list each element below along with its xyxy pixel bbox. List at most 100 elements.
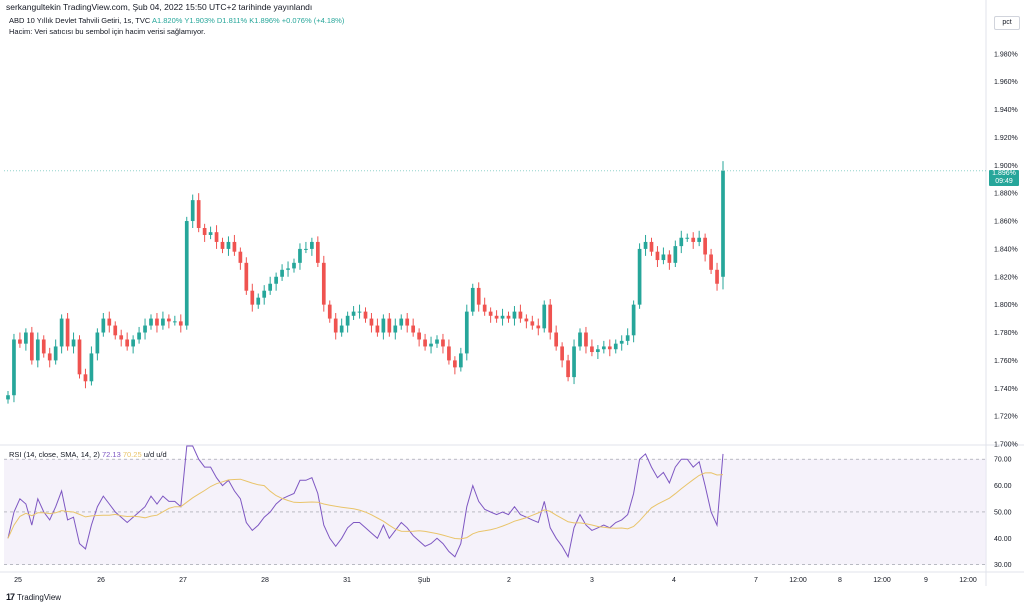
price-tick-label: 1.920% [994, 135, 1018, 142]
candle-body [578, 332, 582, 347]
candle [101, 313, 106, 337]
candle-body [71, 339, 76, 347]
time-tick-label: 12:00 [873, 577, 891, 584]
candle [464, 304, 469, 361]
candle-body [24, 332, 28, 344]
candle-body [41, 339, 46, 354]
candle-body [214, 232, 219, 242]
rsi-tick-label: 50.00 [994, 509, 1012, 516]
time-tick-label: Şub [418, 577, 431, 584]
price-tick-label: 1.960% [994, 79, 1018, 86]
candle [530, 315, 535, 330]
candle [643, 234, 648, 256]
candle [637, 243, 642, 309]
rsi-value: 72.13 [101, 450, 121, 459]
candle-body [101, 318, 106, 333]
time-axis: 25 26 27 28 31 Şub 2 3 4 7 12:00 8 12:00 9 12:00 [14, 577, 977, 584]
time-tick-label: 2 [507, 577, 511, 584]
candle [607, 339, 612, 357]
time-tick-label: 27 [179, 577, 187, 584]
candle [536, 318, 541, 336]
candle-body [411, 325, 416, 333]
candle [631, 300, 636, 343]
candle-body [304, 248, 308, 250]
candle-body [399, 318, 404, 326]
candle [548, 299, 553, 340]
candle [202, 223, 207, 242]
candle-body [530, 321, 535, 326]
candle [226, 236, 231, 256]
candle [286, 261, 290, 277]
price-tick-label: 1.780% [994, 330, 1018, 337]
candle [512, 306, 517, 326]
candle-body [381, 318, 386, 333]
candle-body [590, 346, 594, 353]
candle [524, 314, 529, 329]
candle [238, 247, 243, 270]
candle-body [601, 346, 606, 350]
rsi-legend[interactable]: RSI (14, close, SMA, 14, 2) 72.13 70.25 … [9, 450, 167, 459]
candle [470, 283, 475, 316]
tradingview-logo[interactable]: 17 TradingView [6, 592, 61, 602]
candle-body [12, 339, 16, 396]
candle-body [643, 241, 648, 249]
candle-body [18, 339, 22, 344]
candle [220, 237, 225, 254]
candle [6, 391, 10, 404]
candle [613, 339, 618, 354]
candle [423, 333, 427, 351]
candle-body [119, 335, 124, 340]
candle-body [131, 339, 135, 347]
candle [155, 313, 159, 333]
candle [274, 272, 278, 291]
candle [119, 329, 124, 347]
price-tick-label: 1.700% [994, 442, 1018, 449]
candle [196, 193, 201, 233]
candle [399, 314, 404, 330]
bar-countdown: 09:49 [995, 178, 1013, 185]
candle-body [536, 325, 541, 329]
last-price-value: 1.896% [992, 170, 1016, 177]
candle-body [208, 232, 213, 235]
candle [292, 258, 296, 273]
candle [89, 346, 94, 386]
candle [304, 241, 308, 254]
candle-body [667, 254, 672, 263]
candle [357, 304, 362, 319]
candle [184, 216, 189, 330]
time-tick-label: 28 [261, 577, 269, 584]
candle [590, 339, 594, 357]
candle [143, 318, 147, 340]
candle-body [333, 318, 338, 333]
candle-body [494, 315, 499, 319]
candle-body [143, 325, 147, 333]
price-axis: 1.700% 1.720% 1.740% 1.760% 1.780% 1.800% 1.82… [994, 23, 1018, 448]
candle [41, 335, 46, 358]
candle [149, 314, 153, 330]
candle-body [369, 318, 374, 326]
candle [715, 262, 719, 291]
candle-body [292, 262, 296, 269]
symbol-legend[interactable]: ABD 10 Yıllık Devlet Tahvili Getiri, 1s,… [9, 16, 344, 25]
candle [351, 306, 356, 320]
candle [596, 345, 600, 359]
candle-body [512, 311, 517, 319]
time-tick-label: 7 [754, 577, 758, 584]
candle-body [95, 332, 100, 354]
candle [363, 307, 368, 323]
candle-body [560, 346, 564, 361]
candle [488, 307, 493, 323]
candle-body [697, 237, 702, 242]
rsi-tick-label: 70.00 [994, 457, 1012, 464]
candle [518, 304, 523, 323]
candle [262, 285, 267, 305]
candle [268, 276, 273, 295]
candle-body [453, 360, 457, 368]
candle [554, 325, 559, 351]
candle [35, 332, 40, 368]
candle-body [178, 321, 183, 326]
candle-body [226, 241, 231, 249]
candle-body [113, 325, 118, 336]
scale-pct-button[interactable]: pct [994, 16, 1020, 30]
